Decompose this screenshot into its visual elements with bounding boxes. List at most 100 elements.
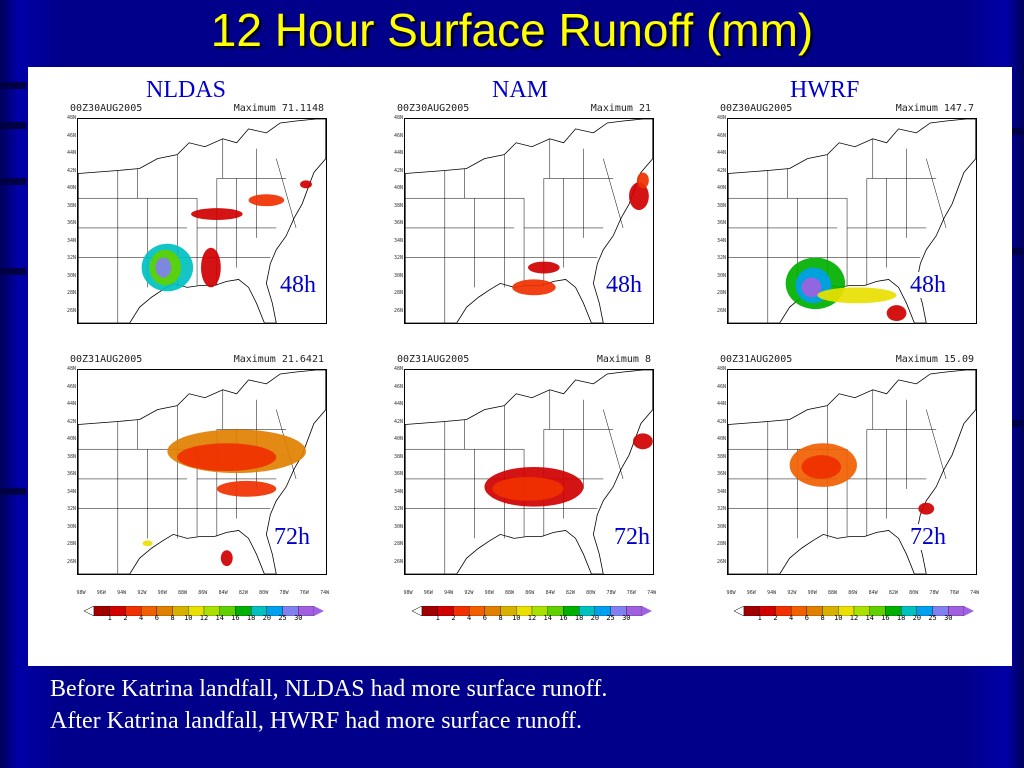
longitude-tick-label: 82W: [238, 590, 248, 596]
map-date-label: 00Z31AUG2005: [70, 354, 143, 365]
latitude-tick-label: 34N: [716, 488, 726, 495]
latitude-tick-label: 42N: [393, 418, 403, 425]
latitude-tick-label: 34N: [66, 237, 76, 244]
colorbar-tick-label: 30: [622, 614, 631, 622]
latitude-tick-label: 28N: [393, 541, 403, 547]
left-stripe: [0, 488, 26, 495]
longitude-tick-label: 96W: [746, 590, 756, 596]
longitude-tick-label: 92W: [464, 590, 474, 596]
longitude-tick-label: 86W: [525, 590, 535, 596]
map-date-label: 00Z31AUG2005: [720, 354, 793, 365]
colorbar-tick-label: 16: [881, 614, 890, 622]
runoff-area: [142, 540, 153, 547]
map-drawing: [405, 119, 653, 323]
latitude-tick-label: 42N: [66, 418, 76, 425]
latitude-tick-label: 40N: [716, 185, 726, 191]
runoff-area: [918, 502, 935, 515]
runoff-area: [201, 247, 221, 288]
runoff-area: [632, 433, 653, 450]
runoff-area: [191, 208, 243, 221]
longitude-tick-label: 88W: [827, 590, 838, 596]
longitude-tick-label: 80W: [909, 590, 919, 596]
latitude-tick-label: 46N: [393, 132, 403, 139]
latitude-tick-label: 48N: [393, 366, 403, 372]
latitude-tick-label: 36N: [66, 471, 76, 477]
latitude-tick-label: 48N: [716, 366, 726, 372]
latitude-tick-label: 36N: [393, 471, 403, 477]
map-date-label: 00Z30AUG2005: [397, 103, 470, 114]
colorbar-tick-label: 1: [435, 614, 440, 622]
latitude-tick-label: 38N: [716, 202, 726, 209]
colorbar-tick-label: 25: [928, 614, 937, 622]
left-stripe: [0, 122, 26, 129]
runoff-area: [629, 182, 649, 211]
colorbar-tick-label: 12: [527, 614, 537, 622]
colorbar-tick-label: 8: [820, 614, 825, 622]
latitude-tick-label: 44N: [393, 150, 403, 156]
latitude-tick-label: 30N: [716, 272, 726, 279]
latitude-tick-label: 46N: [393, 383, 403, 390]
longitude-tick-label: 92W: [787, 590, 797, 596]
forecast-hour-label: 72h: [908, 524, 948, 550]
latitude-tick-label: 44N: [66, 401, 76, 407]
latitude-tick-label: 32N: [393, 506, 403, 512]
longitude-tick-label: 74W: [970, 590, 980, 596]
right-stripe: [1012, 248, 1024, 255]
latitude-tick-label: 48N: [66, 366, 76, 372]
colorbar-tick-label: 18: [246, 614, 256, 622]
longitude-tick-label: 90W: [807, 590, 817, 596]
map-date-label: 00Z31AUG2005: [397, 354, 470, 365]
colorbar-tick-label: 25: [278, 614, 287, 622]
latitude-tick-label: 26N: [393, 307, 403, 314]
latitude-tick-label: 36N: [716, 220, 726, 226]
colorbar-tick-label: 12: [849, 614, 859, 622]
longitude-tick-label: 86W: [198, 590, 208, 596]
colorbar-tick-label: 8: [498, 614, 503, 622]
longitude-axis: 98W 96W 94W 92W 90W 88W 86W 84W 82W 80W 78W 76W 74W: [403, 590, 656, 598]
map-frame: [77, 369, 327, 575]
colorbar-ticks: 1 2 4 6 8 10 12 14 16 18 20 25 30: [734, 614, 974, 624]
colorbar-high-arrow: [964, 606, 974, 616]
coastline: [405, 119, 653, 323]
runoff-area: [300, 180, 312, 189]
colorbar-tick-label: 4: [789, 614, 794, 622]
latitude-tick-label: 36N: [716, 471, 726, 477]
runoff-area: [220, 550, 233, 567]
runoff-area: [528, 261, 560, 274]
longitude-tick-label: 80W: [586, 590, 596, 596]
map-drawing: [78, 119, 326, 323]
longitude-tick-label: 94W: [444, 590, 454, 596]
colorbar-tick-label: 25: [606, 614, 615, 622]
longitude-tick-label: 82W: [565, 590, 575, 596]
latitude-tick-label: 46N: [716, 132, 726, 139]
longitude-tick-label: 86W: [848, 590, 858, 596]
colorbar-tick-label: 4: [467, 614, 472, 622]
latitude-tick-label: 32N: [393, 255, 403, 261]
map-maximum-label: Maximum 147.7: [895, 103, 974, 114]
forecast-hour-label: 72h: [612, 524, 652, 550]
longitude-tick-label: 74W: [320, 590, 330, 596]
map-frame: [77, 118, 327, 324]
colorbar-tick-label: 6: [804, 614, 809, 622]
longitude-tick-label: 78W: [279, 590, 289, 596]
latitude-tick-label: 34N: [66, 488, 76, 495]
latitude-tick-label: 28N: [66, 290, 76, 296]
latitude-tick-label: 42N: [66, 167, 76, 174]
latitude-tick-label: 38N: [716, 453, 726, 460]
runoff-area: [177, 443, 277, 472]
longitude-tick-label: 88W: [177, 590, 188, 596]
latitude-tick-label: 30N: [393, 272, 403, 279]
longitude-tick-label: 98W: [726, 590, 736, 596]
map-frame: [727, 369, 977, 575]
longitude-tick-label: 80W: [259, 590, 269, 596]
runoff-area: [155, 257, 172, 278]
colorbar-ticks: 1 2 4 6 8 10 12 14 16 18 20 25 30: [84, 614, 324, 624]
latitude-tick-label: 48N: [716, 115, 726, 121]
map-date-label: 00Z30AUG2005: [70, 103, 143, 114]
latitude-tick-label: 42N: [716, 418, 726, 425]
map-frame: [404, 369, 654, 575]
coastline: [78, 370, 326, 574]
forecast-hour-label: 48h: [604, 272, 644, 298]
longitude-tick-label: 84W: [218, 590, 228, 596]
map-maximum-label: Maximum 21: [590, 103, 651, 114]
